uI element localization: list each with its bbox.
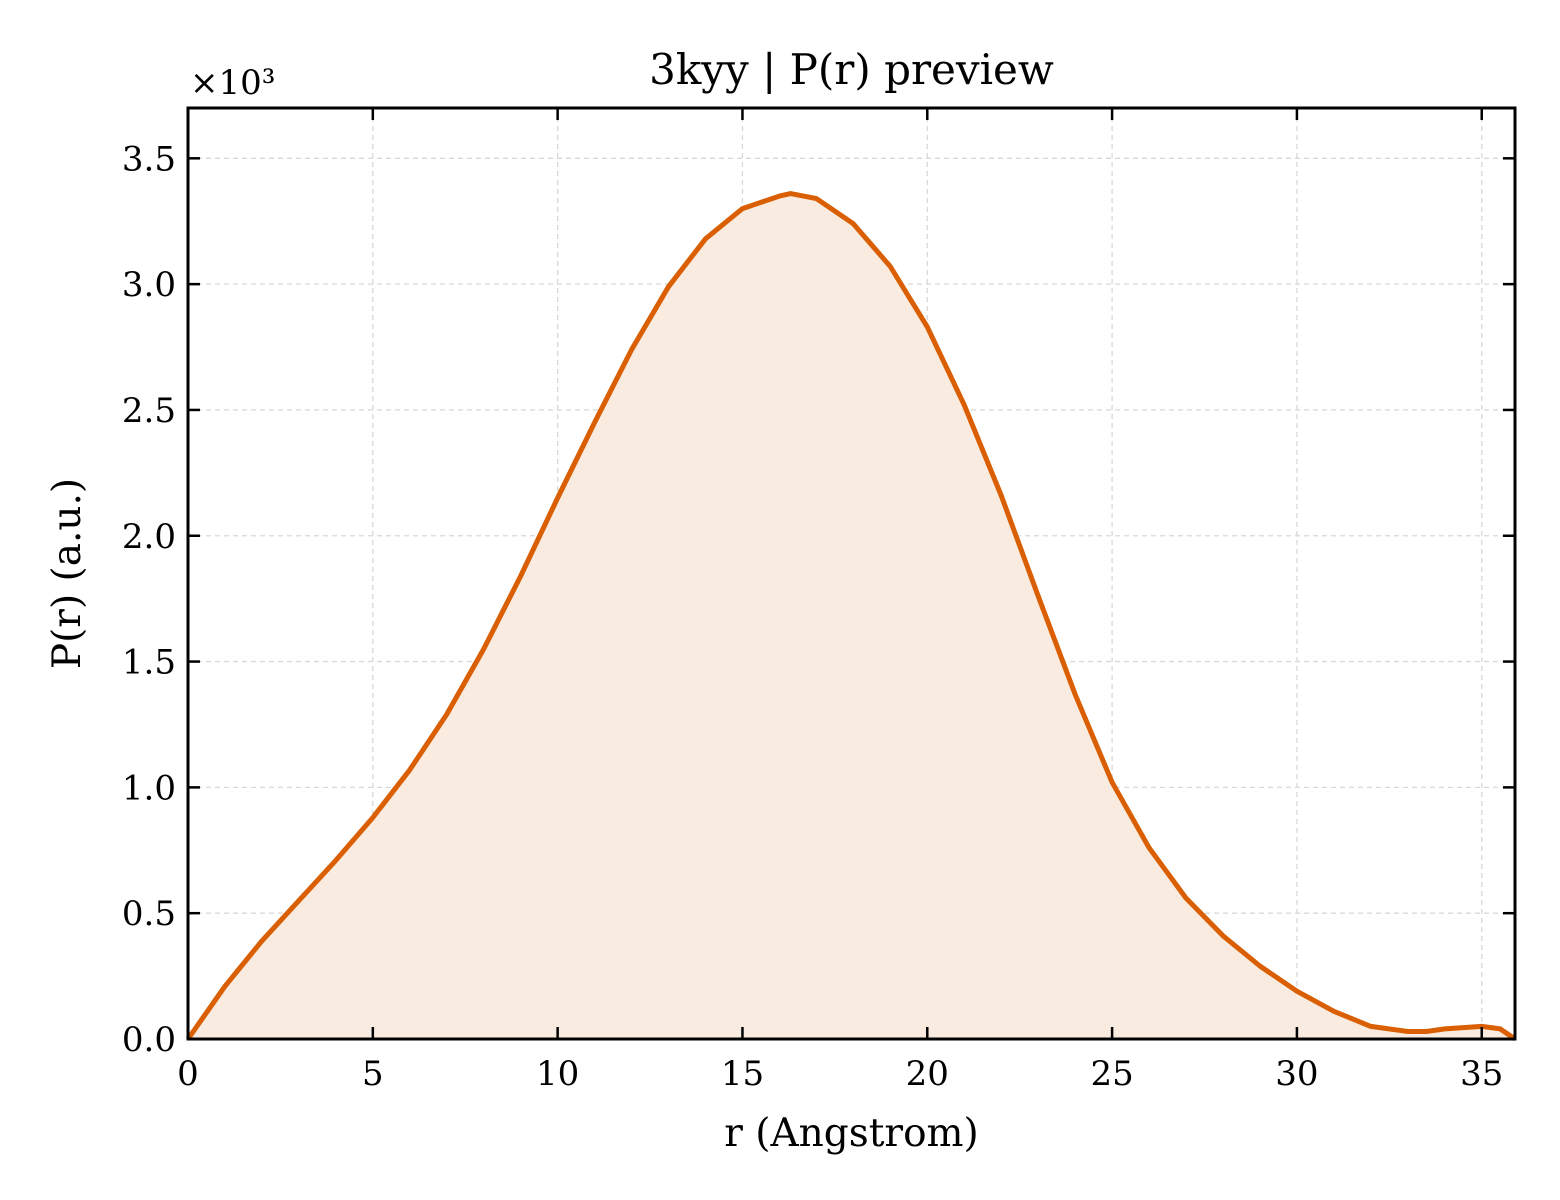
series-line (185, 191, 1517, 1042)
x-tick-label: 20 (906, 1054, 949, 1094)
y-axis-title: P(r) (a.u.) (45, 478, 90, 669)
y-tick-label: 1.5 (122, 643, 176, 683)
x-tick-label: 35 (1460, 1054, 1503, 1094)
plot-frame (186, 106, 1517, 1041)
x-axis-title: r (Angstrom) (724, 1111, 979, 1156)
y-tick-label: 3.5 (122, 139, 176, 179)
y-tick-label: 2.0 (122, 517, 176, 557)
y-tick-label: 1.0 (122, 768, 176, 808)
x-tick-label: 30 (1275, 1054, 1318, 1094)
x-tick-label: 25 (1090, 1054, 1133, 1094)
x-tick-label: 10 (536, 1054, 579, 1094)
y-tick-label: 3.0 (122, 265, 176, 305)
x-tick-label: 15 (721, 1054, 764, 1094)
area-fill (188, 193, 1515, 1040)
tick-labels: 0 5 10 15 20 25 30 35 0.0 0.5 1.0 1.5 2.0 2.5 3.0 3.5 (122, 139, 1503, 1094)
y-tick-label: 0.5 (122, 894, 176, 934)
x-tick-label: 5 (362, 1054, 384, 1094)
chart-title: 3kyy | P(r) preview (649, 45, 1054, 94)
x-tick-label: 0 (177, 1054, 199, 1094)
y-tick-label: 2.5 (122, 391, 176, 431)
y-tick-label: 0.0 (122, 1020, 176, 1060)
y-multiplier-label: ×10³ (190, 63, 275, 103)
